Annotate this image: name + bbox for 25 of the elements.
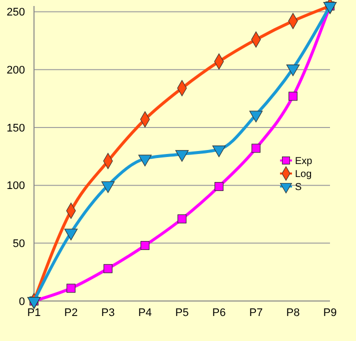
legend-label: Log [295,169,312,180]
x-tick-label: P7 [249,307,263,319]
y-tick-label: 200 [6,64,25,76]
x-tick-label: P2 [64,307,78,319]
x-tick-label: P8 [286,307,300,319]
y-tick-label: 100 [6,180,25,192]
point [214,182,224,191]
x-tick-label: P1 [27,307,41,319]
legend-label: Exp [295,156,313,167]
point [140,240,150,250]
y-tick-label: 0 [18,296,25,308]
point [288,92,298,101]
legend-label: S [295,182,302,193]
y-tick-label: 250 [6,6,25,19]
y-tick-label: 50 [12,238,25,250]
x-tick-label: P4 [138,307,152,319]
point [104,264,112,274]
x-tick-label: P5 [175,307,189,319]
x-tick-label: P6 [212,307,226,319]
y-tick-label: 150 [6,122,25,134]
point [66,284,76,293]
point [252,144,260,153]
x-tick-label: P9 [323,307,337,319]
x-tick-label: P3 [101,307,115,319]
point [178,214,186,224]
